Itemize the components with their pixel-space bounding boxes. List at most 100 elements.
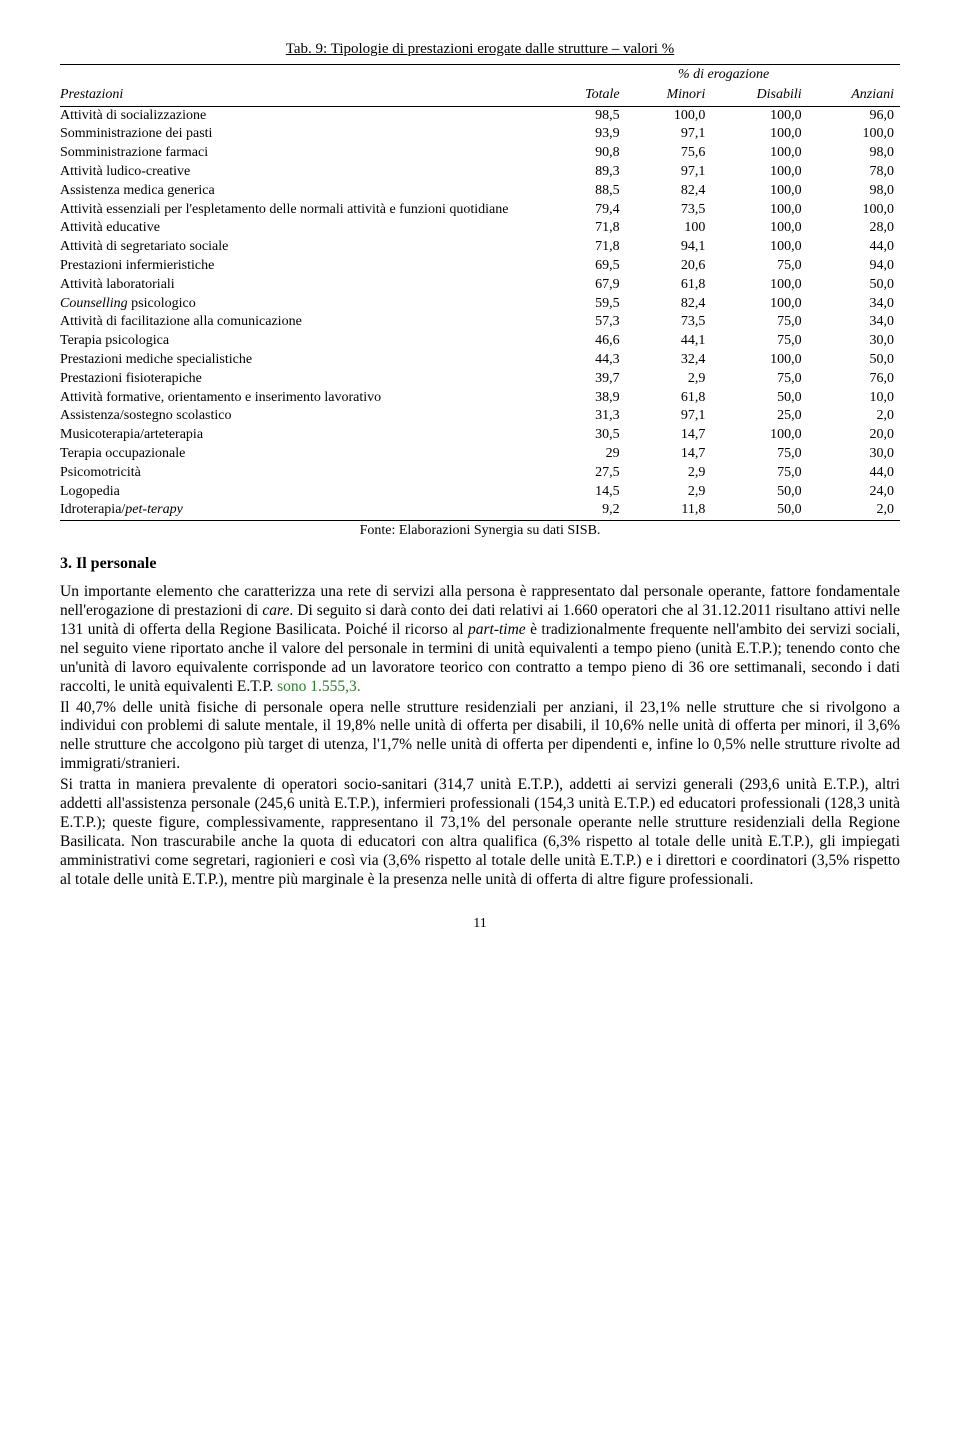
cell: 25,0	[711, 407, 807, 426]
cell: 100,0	[711, 426, 807, 445]
row-label: Attività formative, orientamento e inser…	[60, 389, 547, 408]
cell: 100,0	[808, 201, 900, 220]
row-label: Logopedia	[60, 483, 547, 502]
cell: 100,0	[711, 219, 807, 238]
cell: 69,5	[547, 257, 625, 276]
row-label: Prestazioni fisioterapiche	[60, 370, 547, 389]
cell: 93,9	[547, 125, 625, 144]
table-row: Attività ludico-creative89,397,1100,078,…	[60, 163, 900, 182]
table-row: Somministrazione dei pasti93,997,1100,01…	[60, 125, 900, 144]
col-anziani: Anziani	[808, 86, 900, 106]
cell: 2,9	[626, 370, 712, 389]
cell: 100,0	[711, 276, 807, 295]
cell: 61,8	[626, 276, 712, 295]
cell: 71,8	[547, 238, 625, 257]
row-label: Prestazioni mediche specialistiche	[60, 351, 547, 370]
cell: 46,6	[547, 332, 625, 351]
cell: 2,9	[626, 464, 712, 483]
cell: 28,0	[808, 219, 900, 238]
table-row: Attività laboratoriali67,961,8100,050,0	[60, 276, 900, 295]
table-row: Assistenza/sostegno scolastico31,397,125…	[60, 407, 900, 426]
row-label: Assistenza medica generica	[60, 182, 547, 201]
table-row: Attività educative71,8100100,028,0	[60, 219, 900, 238]
table-row: Assistenza medica generica88,582,4100,09…	[60, 182, 900, 201]
row-label: Idroterapia/pet-terapy	[60, 501, 547, 520]
table-row: Prestazioni infermieristiche69,520,675,0…	[60, 257, 900, 276]
cell: 61,8	[626, 389, 712, 408]
paragraph-1: Un importante elemento che caratterizza …	[60, 583, 900, 696]
cell: 100,0	[711, 106, 807, 125]
cell: 73,5	[626, 313, 712, 332]
cell: 14,7	[626, 426, 712, 445]
cell: 98,0	[808, 144, 900, 163]
table-row: Counselling psicologico59,582,4100,034,0	[60, 295, 900, 314]
cell: 97,1	[626, 163, 712, 182]
cell: 96,0	[808, 106, 900, 125]
cell: 98,5	[547, 106, 625, 125]
cell: 14,5	[547, 483, 625, 502]
cell: 44,0	[808, 464, 900, 483]
cell: 100,0	[808, 125, 900, 144]
cell: 30,5	[547, 426, 625, 445]
cell: 50,0	[808, 351, 900, 370]
cell: 50,0	[711, 501, 807, 520]
cell: 44,1	[626, 332, 712, 351]
cell: 100,0	[711, 144, 807, 163]
cell: 11,8	[626, 501, 712, 520]
table-row: Terapia psicologica46,644,175,030,0	[60, 332, 900, 351]
table-source: Fonte: Elaborazioni Synergia su dati SIS…	[60, 523, 900, 540]
cell: 50,0	[808, 276, 900, 295]
cell: 75,0	[711, 445, 807, 464]
cell: 29	[547, 445, 625, 464]
cell: 100,0	[711, 295, 807, 314]
table-row: Musicoterapia/arteterapia30,514,7100,020…	[60, 426, 900, 445]
section-heading: 3. Il personale	[60, 554, 900, 573]
row-label: Psicomotricità	[60, 464, 547, 483]
cell: 94,0	[808, 257, 900, 276]
table-row: Attività essenziali per l'espletamento d…	[60, 201, 900, 220]
data-table: % di erogazione Prestazioni Totale Minor…	[60, 64, 900, 521]
cell: 97,1	[626, 125, 712, 144]
paragraph-3: Si tratta in maniera prevalente di opera…	[60, 776, 900, 889]
table-row: Prestazioni fisioterapiche39,72,975,076,…	[60, 370, 900, 389]
cell: 50,0	[711, 389, 807, 408]
table-row: Attività di segretariato sociale71,894,1…	[60, 238, 900, 257]
cell: 34,0	[808, 295, 900, 314]
col-prestazioni: Prestazioni	[60, 86, 547, 106]
cell: 31,3	[547, 407, 625, 426]
row-label: Prestazioni infermieristiche	[60, 257, 547, 276]
table-row: Attività di facilitazione alla comunicaz…	[60, 313, 900, 332]
cell: 30,0	[808, 445, 900, 464]
row-label: Attività essenziali per l'espletamento d…	[60, 201, 547, 220]
cell: 75,0	[711, 257, 807, 276]
table-row: Psicomotricità27,52,975,044,0	[60, 464, 900, 483]
cell: 100,0	[711, 163, 807, 182]
cell: 71,8	[547, 219, 625, 238]
row-label: Attività educative	[60, 219, 547, 238]
cell: 100,0	[626, 106, 712, 125]
cell: 10,0	[808, 389, 900, 408]
cell: 75,0	[711, 370, 807, 389]
row-label: Attività ludico-creative	[60, 163, 547, 182]
cell: 44,3	[547, 351, 625, 370]
cell: 75,6	[626, 144, 712, 163]
cell: 2,0	[808, 501, 900, 520]
col-disabili: Disabili	[711, 86, 807, 106]
row-label: Assistenza/sostegno scolastico	[60, 407, 547, 426]
cell: 59,5	[547, 295, 625, 314]
row-label: Somministrazione farmaci	[60, 144, 547, 163]
cell: 24,0	[808, 483, 900, 502]
col-totale: Totale	[547, 86, 625, 106]
group-header: % di erogazione	[547, 65, 900, 86]
table-row: Logopedia14,52,950,024,0	[60, 483, 900, 502]
cell: 79,4	[547, 201, 625, 220]
cell: 100,0	[711, 125, 807, 144]
cell: 20,6	[626, 257, 712, 276]
row-label: Musicoterapia/arteterapia	[60, 426, 547, 445]
cell: 100,0	[711, 351, 807, 370]
cell: 97,1	[626, 407, 712, 426]
cell: 34,0	[808, 313, 900, 332]
cell: 100,0	[711, 201, 807, 220]
cell: 89,3	[547, 163, 625, 182]
cell: 2,9	[626, 483, 712, 502]
